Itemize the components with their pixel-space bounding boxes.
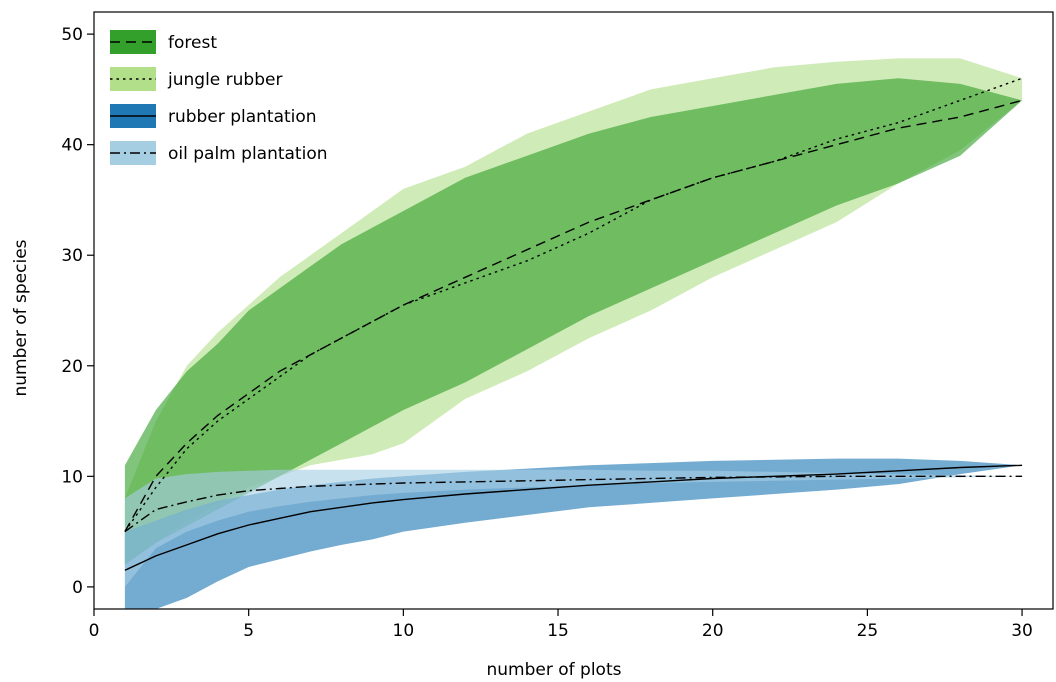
x-tick-label: 20 bbox=[702, 621, 724, 641]
x-tick-label: 25 bbox=[857, 621, 879, 641]
y-tick-label: 20 bbox=[61, 357, 83, 377]
confidence-bands bbox=[124, 58, 1023, 609]
x-axis-label: number of plots bbox=[487, 660, 622, 680]
y-tick-label: 40 bbox=[61, 136, 83, 156]
plot-frame bbox=[93, 11, 1054, 610]
jungle-rubber-mean-line bbox=[124, 77, 1023, 533]
x-tick-label: 15 bbox=[547, 621, 569, 641]
rubber-plantation-mean-line bbox=[124, 464, 1023, 571]
legend-label: forest bbox=[168, 33, 217, 53]
legend-item-jungle-rubber: jungle rubber bbox=[110, 67, 282, 91]
oil-palm-plantation-band bbox=[124, 469, 1023, 587]
legend-item-forest: forest bbox=[110, 30, 217, 54]
legend-label: oil palm plantation bbox=[168, 144, 328, 164]
x-tick-label: 30 bbox=[1011, 621, 1033, 641]
y-axis: 0 10 20 30 40 50 bbox=[61, 25, 94, 598]
x-tick-label: 5 bbox=[243, 621, 254, 641]
y-axis-label: number of species bbox=[11, 239, 31, 396]
x-axis: 0 5 10 15 20 25 30 bbox=[89, 609, 1033, 641]
legend: forest jungle rubber rubber plantation oil … bbox=[110, 30, 328, 165]
legend-label: jungle rubber bbox=[167, 70, 282, 90]
oil-palm-plantation-mean-line bbox=[124, 475, 1023, 533]
x-tick-label: 0 bbox=[89, 621, 100, 641]
forest-mean-line bbox=[124, 99, 1023, 532]
y-tick-label: 0 bbox=[72, 578, 83, 598]
legend-item-rubber-plantation: rubber plantation bbox=[110, 104, 317, 128]
y-tick-label: 50 bbox=[61, 25, 83, 45]
mean-lines bbox=[124, 77, 1023, 571]
y-tick-label: 30 bbox=[61, 246, 83, 266]
legend-label: rubber plantation bbox=[168, 107, 317, 127]
x-tick-label: 10 bbox=[393, 621, 415, 641]
y-tick-label: 10 bbox=[61, 467, 83, 487]
legend-item-oil-palm-plantation: oil palm plantation bbox=[110, 141, 328, 165]
forest-band bbox=[124, 78, 1023, 565]
